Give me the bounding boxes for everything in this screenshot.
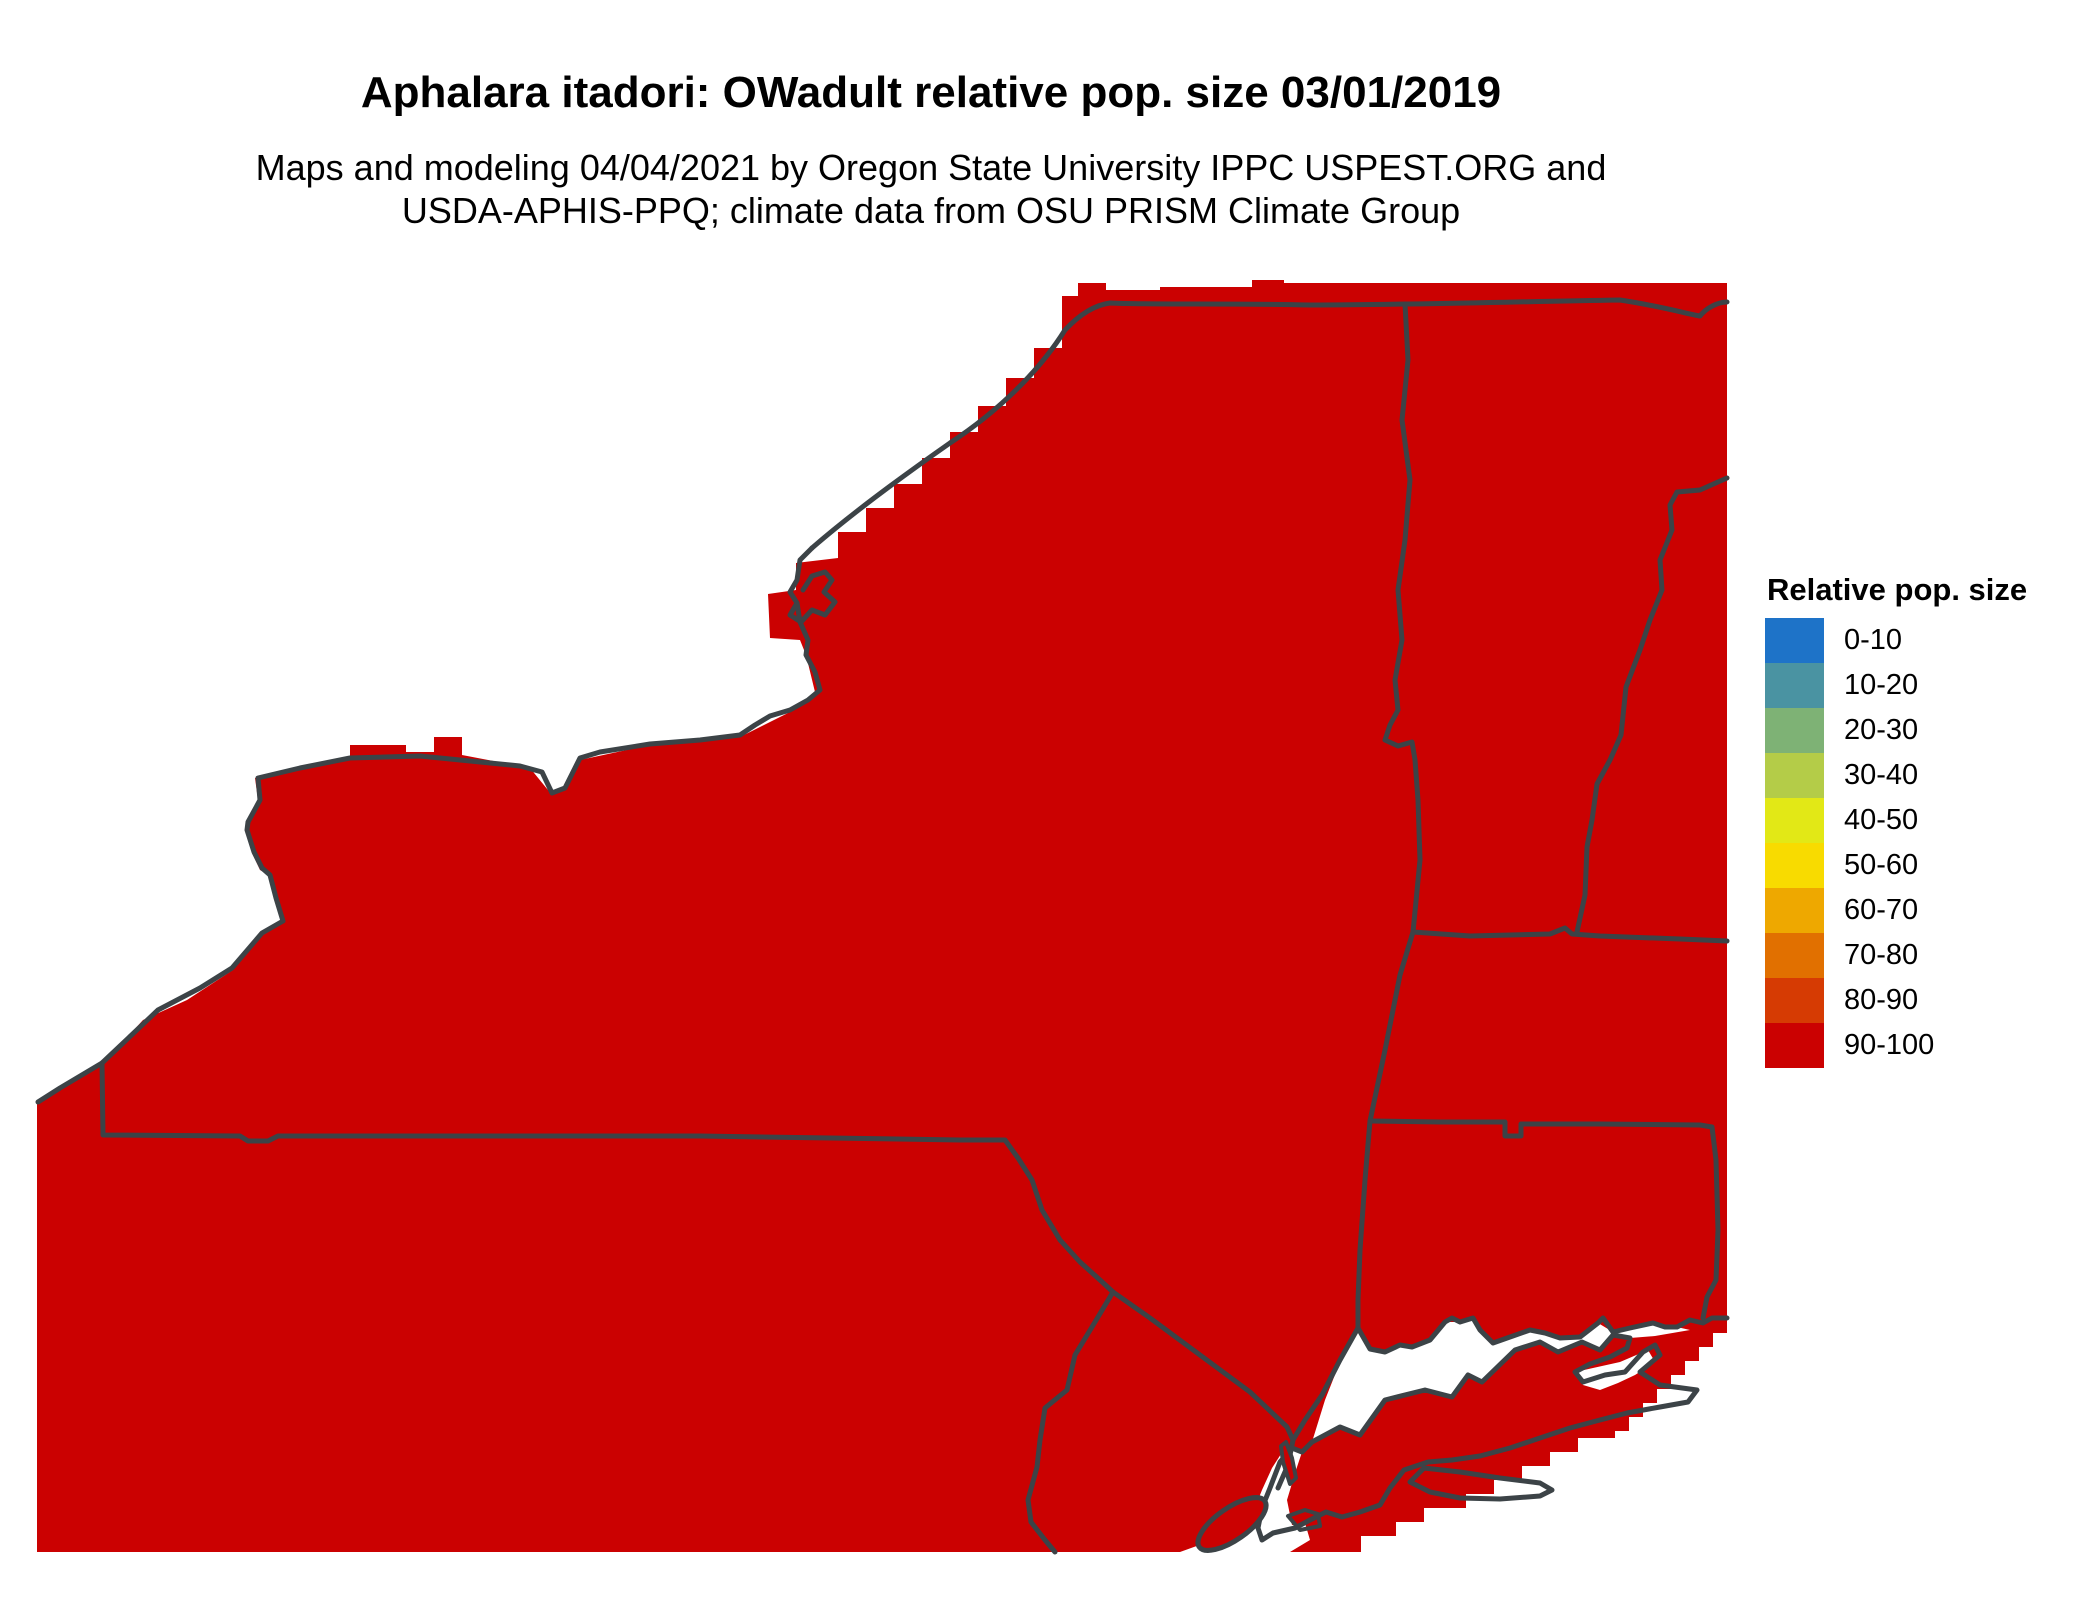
legend-label: 10-20 bbox=[1844, 669, 1919, 701]
border-ny-ct bbox=[1355, 1118, 1373, 1331]
legend-title: Relative pop. size bbox=[1767, 572, 2028, 607]
water-long-island-sound bbox=[1312, 1318, 1690, 1442]
legend-item: 0-10 bbox=[1765, 618, 2027, 663]
legend-label: 40-50 bbox=[1844, 804, 1919, 836]
map-subtitle-line1: Maps and modeling 04/04/2021 by Oregon S… bbox=[255, 147, 1607, 188]
border-ny-vt bbox=[1382, 301, 1423, 935]
border-ny-nj bbox=[1110, 1289, 1296, 1443]
border-vt-nh bbox=[1574, 475, 1730, 935]
legend-swatch-90-100 bbox=[1765, 1023, 1824, 1068]
map-title: Aphalara itadori: OWadult relative pop. … bbox=[360, 68, 1502, 117]
coast-fire-island bbox=[1407, 1465, 1555, 1502]
legend-swatch-80-90 bbox=[1765, 978, 1824, 1023]
border-lake-shore bbox=[35, 545, 838, 1105]
legend-swatch-10-20 bbox=[1765, 663, 1824, 708]
legend-label: 0-10 bbox=[1844, 624, 1903, 656]
border-ny-pa bbox=[99, 1060, 1116, 1295]
legend: Relative pop. size 0-10 10-20 20-30 30-4… bbox=[1765, 572, 2027, 1068]
legend-label: 30-40 bbox=[1844, 759, 1919, 791]
legend-item: 80-90 bbox=[1765, 978, 2027, 1023]
legend-swatch-60-70 bbox=[1765, 888, 1824, 933]
border-canada bbox=[809, 297, 1730, 551]
legend-item: 70-80 bbox=[1765, 933, 2027, 978]
map-subtitle: Maps and modeling 04/04/2021 by Oregon S… bbox=[0, 146, 1862, 232]
legend-label: 60-70 bbox=[1844, 894, 1919, 926]
border-ma-north bbox=[1410, 925, 1730, 944]
legend-swatch-20-30 bbox=[1765, 708, 1824, 753]
coast-long-island bbox=[1255, 1332, 1700, 1543]
map-subtitle-line2: USDA-APHIS-PPQ; climate data from OSU PR… bbox=[401, 190, 1461, 231]
legend-label: 20-30 bbox=[1844, 714, 1919, 746]
coast-jamaica-bay bbox=[1286, 1508, 1322, 1532]
island-staten bbox=[1195, 1495, 1269, 1553]
legend-swatch-50-60 bbox=[1765, 843, 1824, 888]
coast-connecticut bbox=[1355, 1315, 1730, 1355]
legend-item: 30-40 bbox=[1765, 753, 2027, 798]
legend-label: 70-80 bbox=[1844, 939, 1919, 971]
legend-item: 20-30 bbox=[1765, 708, 2027, 753]
legend-swatch-40-50 bbox=[1765, 798, 1824, 843]
legend-swatch-0-10 bbox=[1765, 618, 1824, 663]
legend-item: 90-100 bbox=[1765, 1023, 2027, 1068]
map-region-fill bbox=[37, 280, 1727, 1552]
island-manhattan bbox=[1279, 1440, 1298, 1486]
border-ny-ma bbox=[1367, 929, 1416, 1124]
border-ma-ct-ri bbox=[1367, 1118, 1721, 1321]
legend-swatch-30-40 bbox=[1765, 753, 1824, 798]
legend-label: 50-60 bbox=[1844, 849, 1919, 881]
legend-item: 10-20 bbox=[1765, 663, 2027, 708]
border-pa-nj bbox=[1025, 1289, 1116, 1555]
legend-item: 60-70 bbox=[1765, 888, 2027, 933]
legend-item: 50-60 bbox=[1765, 843, 2027, 888]
legend-label: 80-90 bbox=[1844, 984, 1919, 1016]
legend-swatch-70-80 bbox=[1765, 933, 1824, 978]
legend-label: 90-100 bbox=[1844, 1029, 1935, 1061]
legend-item: 40-50 bbox=[1765, 798, 2027, 843]
